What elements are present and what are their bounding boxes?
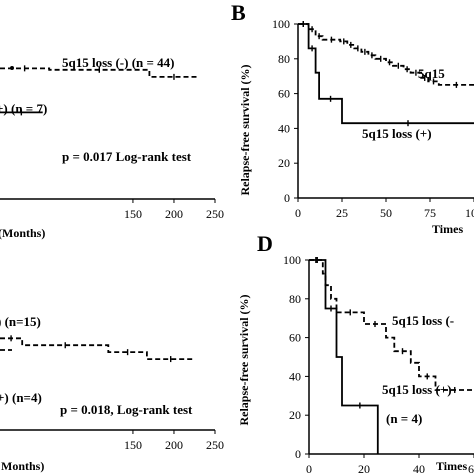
panel-d-x-axis-label: Times	[436, 459, 467, 473]
panel-b-y-axis-label: Relapse-free survival (%)	[238, 64, 252, 195]
panel-b-x-tick-label: 100	[465, 206, 474, 220]
panel-b-y-tick-label: 20	[278, 156, 290, 170]
panel-d-y-axis-label: Relapse-free survival (%)	[237, 294, 251, 425]
panel-c-pvalue: p = 0.018, Log-rank test	[60, 402, 193, 417]
panel-a-legend-positive: +) (n = 7)	[0, 101, 47, 116]
panel-d-x-tick-label: 20	[358, 462, 370, 474]
panel-b-plot: 0 25 50 75 100 0 20 40 60 80 100	[272, 17, 474, 220]
panel-b-y-tick-label: 0	[284, 191, 290, 205]
panel-b-legend-positive: 5q15 loss (+)	[362, 126, 432, 141]
panel-b-x-tick-label: 75	[424, 206, 436, 220]
panel-d-y-tick-label: 80	[289, 292, 301, 306]
panel-b-series-negative-line	[298, 23, 474, 86]
panel-c-plot: 150 200 250	[0, 335, 224, 452]
panel-d-letter: D	[257, 231, 273, 256]
panel-c: 150 200 250 ) (n=15) +) (n=4) p = 0.018, L…	[0, 314, 224, 473]
panel-d-series-positive-line	[309, 259, 379, 454]
panel-a-x-tick-label: 200	[165, 207, 183, 221]
panel-d: D Relapse-free survival (%) 0 20 40 60 0 20 40…	[237, 231, 474, 474]
panel-a-censor-dot	[10, 66, 14, 70]
panel-a-plot: 150 200 250	[0, 65, 224, 221]
panel-d-legend-positive: 5q15 loss (+)	[382, 382, 452, 397]
panel-d-x-tick-label: 60	[468, 462, 474, 474]
panel-a-legend-negative: 5q15 loss (-) (n = 44)	[62, 55, 175, 70]
panel-b-x-axis-label: Times	[432, 222, 463, 236]
panel-b: B Relapse-free survival (%) 0 25 50 75 100 0 2…	[231, 0, 474, 236]
panel-c-x-tick-label: 200	[165, 438, 183, 452]
panel-b-x-tick-label: 50	[380, 206, 392, 220]
panel-a-pvalue: p = 0.017 Log-rank test	[62, 149, 192, 164]
panel-d-y-tick-label: 60	[289, 331, 301, 345]
panel-c-legend-negative: ) (n=15)	[0, 314, 41, 329]
panel-b-x-tick-label: 25	[336, 206, 348, 220]
panel-c-x-axis-label: Months)	[1, 459, 44, 473]
panel-b-legend-negative: 5q15	[418, 66, 445, 81]
panel-b-y-tick-label: 40	[278, 121, 290, 135]
panel-b-y-tick-label: 100	[272, 17, 290, 31]
panel-b-x-tick-label: 0	[295, 206, 301, 220]
panel-c-x-tick-label: 150	[124, 438, 142, 452]
panel-d-legend-negative: 5q15 loss (-	[392, 313, 454, 328]
panel-b-y-tick-label: 60	[278, 87, 290, 101]
panel-d-x-tick-label: 40	[413, 462, 425, 474]
panel-b-y-tick-label: 80	[278, 52, 290, 66]
panel-c-x-tick-label: 250	[206, 438, 224, 452]
panel-d-y-tick-label: 0	[295, 447, 301, 461]
panel-d-y-tick-label: 20	[289, 408, 301, 422]
panel-d-n-label: (n = 4)	[386, 411, 422, 426]
panel-d-y-tick-label: 40	[289, 369, 301, 383]
panel-c-legend-positive: +) (n=4)	[0, 390, 42, 405]
panel-b-series-positive-line	[298, 23, 474, 125]
panel-d-y-tick-label: 100	[283, 253, 301, 267]
panel-d-plot: 0 20 40 60 0 20 40 60 80 100	[283, 253, 474, 474]
panel-a-x-tick-label: 250	[206, 207, 224, 221]
panel-c-series-negative-line	[0, 337, 195, 360]
panel-b-letter: B	[231, 0, 246, 25]
panel-a-x-tick-label: 150	[124, 207, 142, 221]
panel-d-x-tick-label: 0	[306, 462, 312, 474]
panel-a: 150 200 250 5q15 loss (-) (n = 44) +) (n =…	[0, 55, 224, 240]
panel-a-x-axis-label: (Months)	[0, 226, 45, 240]
